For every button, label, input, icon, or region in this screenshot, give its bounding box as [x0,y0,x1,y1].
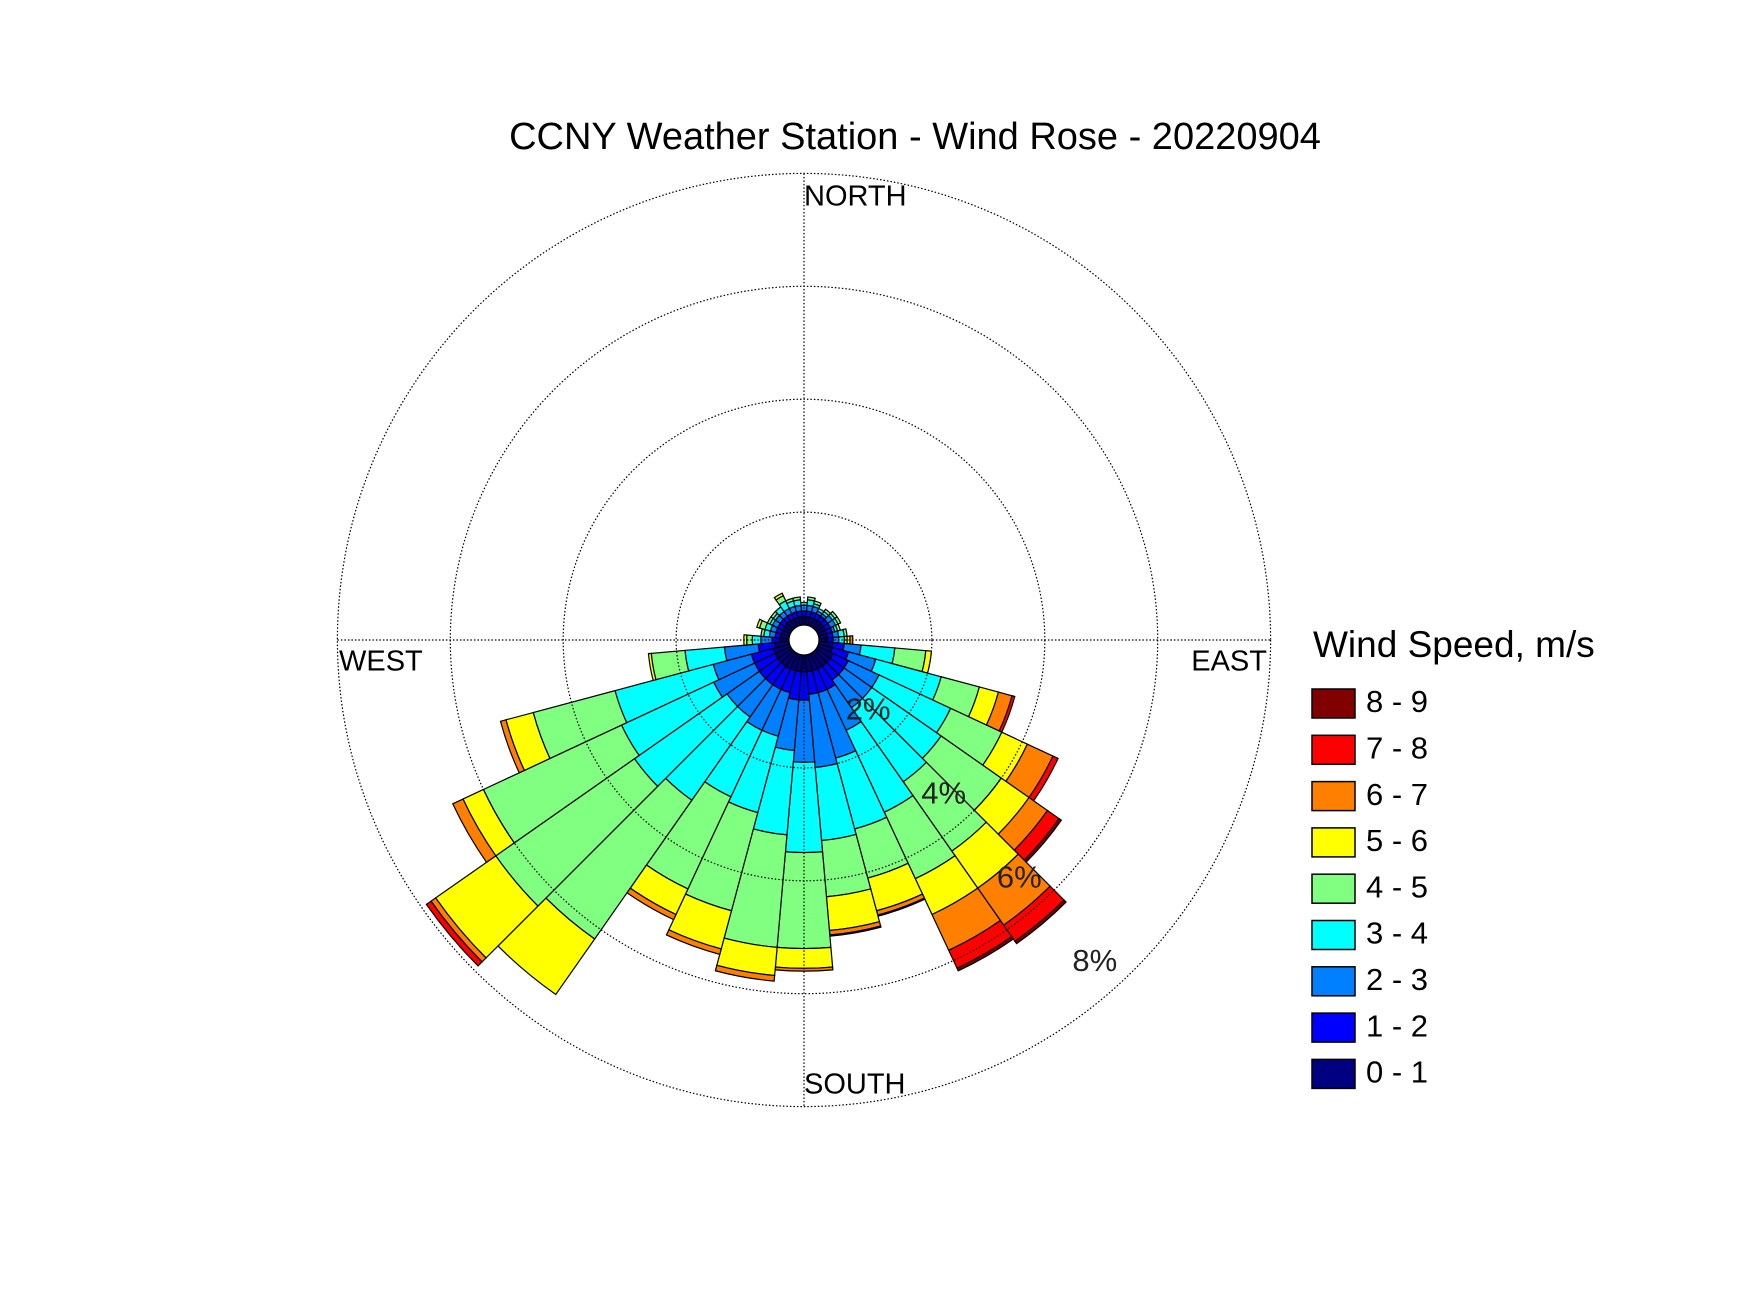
radial-tick-label: 8% [1072,943,1117,978]
center-hole [788,624,820,656]
wind-segment [842,628,848,638]
legend-swatch [1311,827,1356,858]
legend-label: 6 - 7 [1366,777,1428,812]
legend-label: 2 - 3 [1366,962,1428,997]
direction-label: WEST [339,646,423,678]
legend-swatch [1311,688,1356,719]
radial-tick-label: 6% [997,859,1042,894]
direction-label: EAST [1191,646,1267,678]
legend-label: 3 - 4 [1366,916,1428,951]
wind-segment [806,596,816,602]
chart-title: CCNY Weather Station - Wind Rose - 20220… [509,116,1321,158]
legend-swatch [1311,1058,1356,1090]
wind-segment [773,592,785,601]
wind-segment [425,900,483,967]
radial-tick-label: 2% [846,691,891,726]
radial-tick-label: 4% [921,775,966,810]
wind-segment [665,929,722,956]
grid-ring [675,511,933,769]
legend-swatch [1311,734,1356,766]
wind-segment [833,615,842,625]
wind-segment [499,719,526,774]
legend-label: 8 - 9 [1366,684,1428,719]
wind-segment [756,618,764,629]
wind-segment [751,634,762,646]
legend-label: 4 - 5 [1366,869,1428,904]
legend-swatch [1311,780,1356,812]
legend-swatch [1311,966,1356,997]
wind-segment [743,634,748,646]
legend-label: 1 - 2 [1366,1008,1428,1043]
wind-segment [451,798,497,864]
direction-label: NORTH [804,181,907,213]
wind-segment [812,600,822,607]
wind-segment [956,935,1015,972]
direction-label: SOUTH [804,1069,906,1101]
legend-label: 5 - 6 [1366,823,1428,858]
wind-segment [792,596,802,602]
legend-swatch [1311,873,1356,904]
wind-segment [647,652,657,682]
wind-segment [1014,899,1067,945]
legend-label: 7 - 8 [1366,730,1428,765]
legend-label: 0 - 1 [1366,1055,1428,1090]
legend-title: Wind Speed, m/s [1313,624,1595,665]
legend-swatch [1311,1012,1356,1043]
legend-swatch [1311,919,1356,951]
wind-segment [714,964,776,982]
